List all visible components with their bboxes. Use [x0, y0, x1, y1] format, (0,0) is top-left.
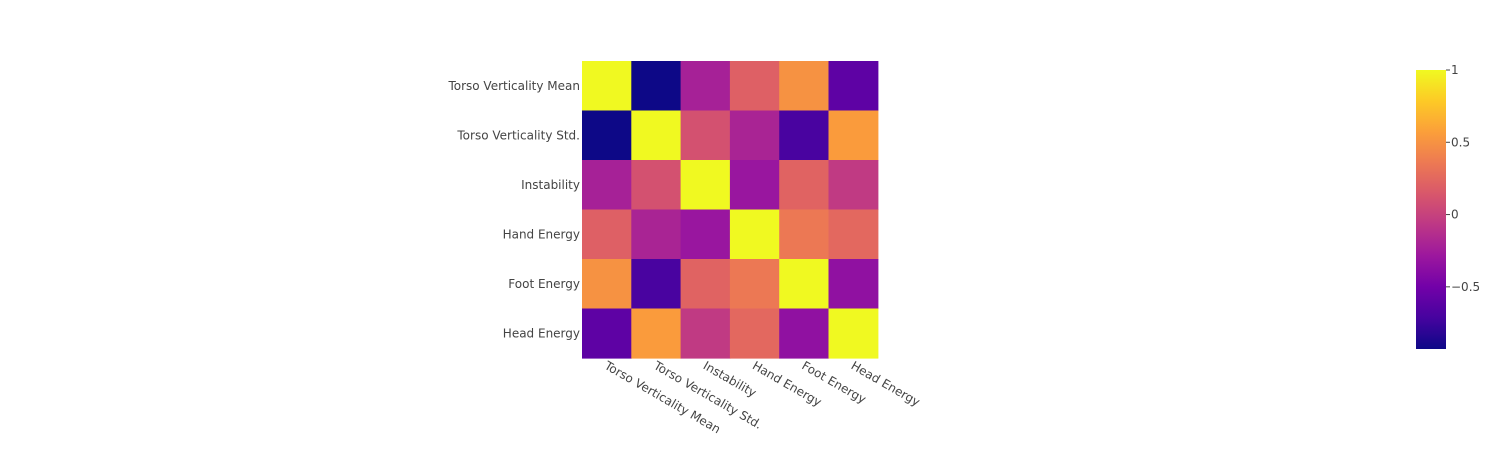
- heatmap-cell-1-3: [729, 110, 780, 161]
- heatmap-cell-5-2: [680, 308, 731, 359]
- heatmap-cell-4-0: [582, 259, 632, 310]
- colorbar-tick-label: 0: [1451, 208, 1459, 222]
- heatmap-cell-1-0: [582, 110, 632, 161]
- heatmap-cell-3-4: [779, 209, 830, 260]
- heatmap-cell-0-3: [729, 61, 780, 112]
- colorbar-tick-label: −0.5: [1451, 280, 1480, 294]
- heatmap-cell-5-0: [582, 308, 632, 359]
- heatmap-cell-1-5: [828, 110, 879, 161]
- heatmap-cell-3-5: [828, 209, 879, 260]
- heatmap-cell-4-3: [729, 259, 780, 310]
- heatmap-cell-0-0: [582, 61, 632, 112]
- heatmap-cell-3-2: [680, 209, 731, 260]
- y-tick-label: Hand Energy: [503, 227, 580, 241]
- y-axis-labels: Torso Verticality Mean Torso Verticality …: [447, 79, 580, 341]
- heatmap-cell-4-4: [779, 259, 830, 310]
- colorbar-tick-label: 0.5: [1451, 135, 1470, 149]
- heatmap-cell-4-5: [828, 259, 879, 310]
- heatmap-cell-2-1: [631, 160, 682, 211]
- heatmap-cell-5-5: [828, 308, 879, 359]
- heatmap-cell-0-2: [680, 61, 731, 112]
- heatmap-cell-1-4: [779, 110, 830, 161]
- heatmap-cell-2-5: [828, 160, 879, 211]
- heatmap-cell-2-2: [680, 160, 731, 211]
- heatmap-cell-1-2: [680, 110, 731, 161]
- y-tick-label: Instability: [521, 178, 580, 192]
- heatmap-cell-3-3: [729, 209, 780, 260]
- heatmap-cell-0-4: [779, 61, 830, 112]
- y-tick-label: Torso Verticality Std.: [456, 128, 580, 142]
- heatmap-cell-3-1: [631, 209, 682, 260]
- heatmap-cells: [582, 61, 879, 359]
- heatmap-cell-0-5: [828, 61, 879, 112]
- heatmap-cell-2-0: [582, 160, 632, 211]
- heatmap-cell-0-1: [631, 61, 682, 112]
- y-tick-label: Foot Energy: [508, 277, 580, 291]
- heatmap-cell-4-2: [680, 259, 731, 310]
- colorbar-gradient: [1416, 70, 1446, 349]
- colorbar: 1 0.5 0 −0.5: [1416, 63, 1480, 349]
- colorbar-tick-label: 1: [1451, 63, 1459, 77]
- heatmap-cell-3-0: [582, 209, 632, 260]
- y-tick-label: Torso Verticality Mean: [447, 79, 580, 93]
- heatmap-cell-2-4: [779, 160, 830, 211]
- heatmap-cell-2-3: [729, 160, 780, 211]
- heatmap-cell-5-1: [631, 308, 682, 359]
- heatmap-cell-5-3: [729, 308, 780, 359]
- heatmap-cell-1-1: [631, 110, 682, 161]
- heatmap-cell-4-1: [631, 259, 682, 310]
- y-tick-label: Head Energy: [503, 326, 580, 340]
- colorbar-ticks: 1 0.5 0 −0.5: [1446, 63, 1480, 294]
- heatmap-cell-5-4: [779, 308, 830, 359]
